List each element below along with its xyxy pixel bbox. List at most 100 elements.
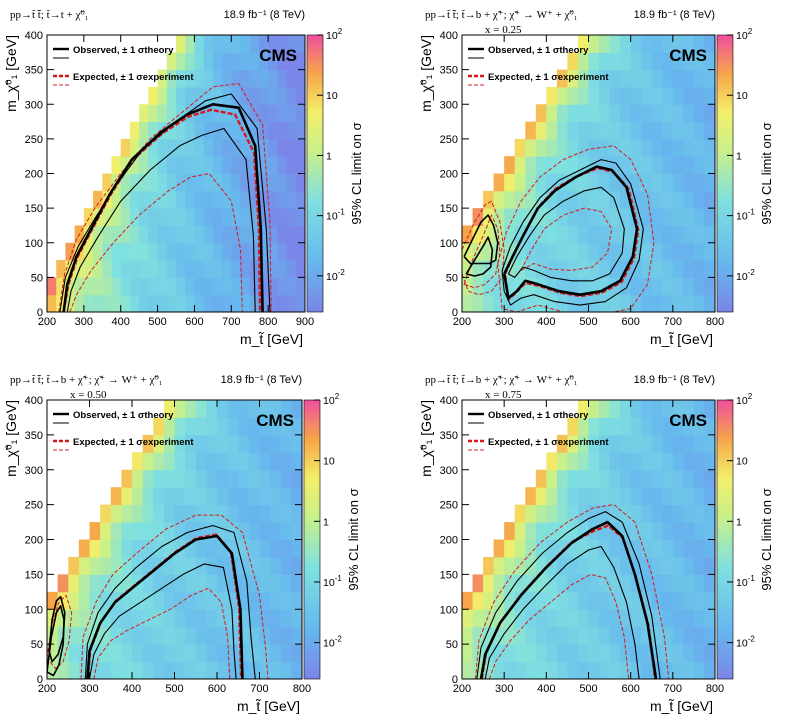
heatmap-cell xyxy=(599,173,611,192)
y-tick-label: 0 xyxy=(452,674,458,686)
heatmap-cell xyxy=(662,626,674,645)
heatmap-cell xyxy=(286,260,297,278)
heatmap-cell xyxy=(704,609,715,628)
heatmap-cell xyxy=(277,208,288,226)
heatmap-cell xyxy=(249,69,260,88)
heatmap-cell xyxy=(556,138,568,157)
heatmap-cell xyxy=(683,574,695,593)
heatmap-cell xyxy=(174,452,186,471)
heatmap-cell xyxy=(472,574,484,593)
heatmap-cell xyxy=(139,294,149,312)
heatmap-cell xyxy=(176,121,186,140)
heatmap-cell xyxy=(259,504,271,523)
heatmap-cell xyxy=(672,556,684,575)
heatmap-cell xyxy=(139,225,149,244)
heatmap-cell xyxy=(185,208,195,226)
heatmap-cell xyxy=(129,242,140,261)
heatmap-cell xyxy=(203,294,214,312)
heatmap-cell xyxy=(240,260,251,278)
heatmap-cell xyxy=(185,173,195,192)
heatmap-cell xyxy=(693,644,705,663)
heatmap-cell xyxy=(206,644,218,663)
heatmap-cell xyxy=(577,591,589,610)
heatmap-cell xyxy=(609,626,621,645)
heatmap-cell xyxy=(651,69,663,88)
heatmap-cell xyxy=(248,487,260,506)
heatmap-cell xyxy=(525,626,537,645)
expected-plus-1sigma-contour xyxy=(69,173,243,312)
heatmap-cell xyxy=(185,644,197,663)
heatmap-cell xyxy=(194,86,205,105)
heatmap-cell xyxy=(268,52,278,71)
heatmap-cell xyxy=(630,504,642,523)
colorbar-label: 95% CL limit on σ xyxy=(759,488,774,590)
heatmap-cell xyxy=(693,574,705,593)
x-tick-label: 600 xyxy=(208,683,226,695)
heatmap-cell xyxy=(693,469,705,488)
heatmap-cell xyxy=(148,138,159,157)
heatmap-cell xyxy=(89,591,101,610)
heatmap-cell xyxy=(120,208,131,226)
heatmap-cell xyxy=(620,626,632,645)
heatmap-cell xyxy=(599,556,611,575)
heatmap-cell xyxy=(153,591,165,610)
heatmap-cell xyxy=(546,591,558,610)
heatmap-cell xyxy=(683,208,695,226)
heatmap-cell xyxy=(683,591,695,610)
heatmap-cell xyxy=(577,556,589,575)
heatmap-cell xyxy=(270,574,282,593)
heatmap-cell xyxy=(194,260,205,278)
x-tick-label: 500 xyxy=(579,683,597,695)
heatmap-cell xyxy=(672,574,684,593)
heatmap-cell xyxy=(704,277,715,296)
heatmap-cell xyxy=(630,156,642,174)
heatmap-cell xyxy=(57,591,69,610)
heatmap-cell xyxy=(483,556,495,575)
heatmap-cell xyxy=(195,522,207,540)
heatmap-cell xyxy=(132,469,144,488)
heatmap-cell xyxy=(157,138,168,157)
x-tick-label: 700 xyxy=(664,316,682,328)
heatmap-cell xyxy=(163,522,175,540)
heatmap-cell xyxy=(609,86,621,105)
heatmap-cell xyxy=(248,434,260,453)
heatmap-cell xyxy=(100,556,112,575)
heatmap-cell xyxy=(277,294,288,312)
heatmap-cell xyxy=(514,661,526,679)
heatmap-cell xyxy=(280,591,292,610)
heatmap-cell xyxy=(567,574,579,593)
heatmap-cell xyxy=(483,626,495,645)
panel-top-right: 200 300 400 500 600 700 800 0 50 100 150 200 250 300 3… xyxy=(418,9,774,347)
heatmap-cell xyxy=(78,626,90,645)
heatmap-cell xyxy=(556,469,568,488)
heatmap-cell xyxy=(704,294,715,312)
heatmap-cell xyxy=(270,661,282,679)
heatmap-cell xyxy=(620,452,632,471)
heatmap-cell xyxy=(514,626,526,645)
heatmap-cell xyxy=(662,35,674,53)
heatmap-cell xyxy=(630,556,642,575)
heatmap-cell xyxy=(248,626,260,645)
heatmap-cell xyxy=(651,487,663,506)
heatmap-cell xyxy=(577,539,589,558)
heatmap-cell xyxy=(100,539,112,558)
heatmap-cell xyxy=(227,417,239,436)
heatmap-cell xyxy=(238,434,250,453)
heatmap-cell xyxy=(195,504,207,523)
heatmap-cell xyxy=(280,400,292,418)
heatmap-cell xyxy=(493,644,505,663)
heatmap-cell xyxy=(672,121,684,140)
heatmap-cell xyxy=(556,69,568,88)
heatmap-cell xyxy=(535,225,547,244)
y-tick-label: 200 xyxy=(440,535,458,547)
y-axis-label: m_χ̃⁰₁ [GeV] xyxy=(3,400,19,477)
heatmap-cell xyxy=(704,35,715,53)
heatmap-cell xyxy=(641,35,653,53)
heatmap-cell xyxy=(259,469,271,488)
heatmap-cell xyxy=(227,609,239,628)
heatmap-cell xyxy=(683,609,695,628)
heatmap-cell xyxy=(641,138,653,157)
heatmap-cell xyxy=(683,104,695,123)
heatmap-cell xyxy=(535,173,547,192)
heatmap-cell xyxy=(268,225,278,244)
